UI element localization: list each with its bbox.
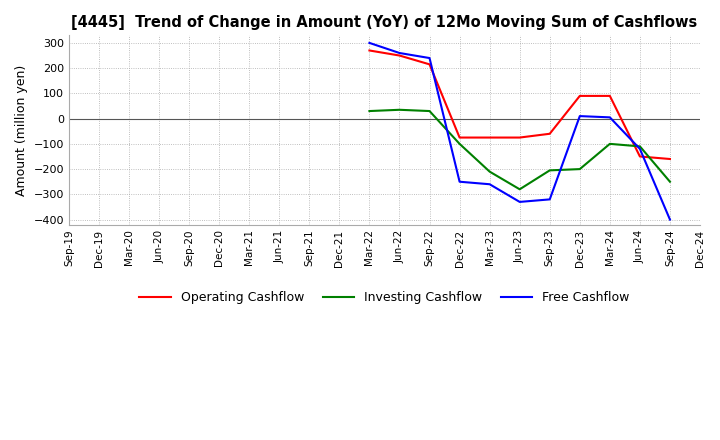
Free Cashflow xyxy=(546,197,554,202)
Investing Cashflow xyxy=(426,108,434,114)
Free Cashflow xyxy=(606,115,614,120)
Free Cashflow xyxy=(426,55,434,61)
Operating Cashflow xyxy=(575,93,584,99)
Investing Cashflow xyxy=(636,144,644,149)
Operating Cashflow xyxy=(395,53,404,58)
Operating Cashflow xyxy=(606,93,614,99)
Investing Cashflow xyxy=(365,108,374,114)
Legend: Operating Cashflow, Investing Cashflow, Free Cashflow: Operating Cashflow, Investing Cashflow, … xyxy=(135,286,634,309)
Operating Cashflow xyxy=(485,135,494,140)
Title: [4445]  Trend of Change in Amount (YoY) of 12Mo Moving Sum of Cashflows: [4445] Trend of Change in Amount (YoY) o… xyxy=(71,15,698,30)
Investing Cashflow xyxy=(546,168,554,173)
Investing Cashflow xyxy=(606,141,614,147)
Investing Cashflow xyxy=(395,107,404,113)
Operating Cashflow xyxy=(546,131,554,136)
Free Cashflow xyxy=(575,114,584,119)
Operating Cashflow xyxy=(636,154,644,159)
Investing Cashflow xyxy=(516,187,524,192)
Free Cashflow xyxy=(365,40,374,46)
Line: Investing Cashflow: Investing Cashflow xyxy=(369,110,670,189)
Operating Cashflow xyxy=(365,48,374,53)
Free Cashflow xyxy=(395,50,404,55)
Investing Cashflow xyxy=(455,141,464,147)
Free Cashflow xyxy=(516,199,524,205)
Operating Cashflow xyxy=(665,156,674,161)
Free Cashflow xyxy=(665,217,674,222)
Operating Cashflow xyxy=(426,62,434,67)
Free Cashflow xyxy=(636,146,644,151)
Operating Cashflow xyxy=(516,135,524,140)
Y-axis label: Amount (million yen): Amount (million yen) xyxy=(15,64,28,196)
Investing Cashflow xyxy=(575,166,584,172)
Operating Cashflow xyxy=(455,135,464,140)
Free Cashflow xyxy=(455,179,464,184)
Investing Cashflow xyxy=(485,169,494,174)
Line: Free Cashflow: Free Cashflow xyxy=(369,43,670,220)
Free Cashflow xyxy=(485,182,494,187)
Investing Cashflow xyxy=(665,179,674,184)
Line: Operating Cashflow: Operating Cashflow xyxy=(369,51,670,159)
